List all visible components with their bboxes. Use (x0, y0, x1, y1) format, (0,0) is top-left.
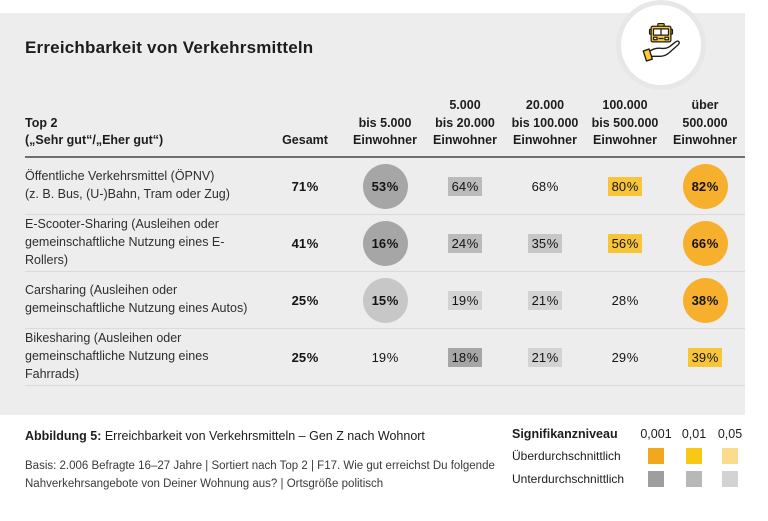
value-cell: 18 % (447, 347, 483, 367)
value-cell: 25 % (291, 349, 319, 365)
column-header-20000-100000: 20.000 bis 100.000 Einwohner (511, 98, 579, 147)
significance-legend: Signifikanzniveau 0,001 0,01 0,05 Überdu… (512, 427, 748, 487)
value-cell: 68 % (531, 178, 559, 194)
header-divider (25, 156, 745, 158)
value-cell: 19 % (371, 349, 399, 365)
value-cell: 66 % (682, 220, 728, 266)
legend-label-below-average: Unterdurchschnittlich (512, 472, 625, 486)
value-cell: 38 % (682, 277, 728, 323)
value-cell: 82 % (682, 163, 728, 209)
column-header-ueber-500000: über 500.000 Einwohner (673, 98, 737, 147)
figure-caption-label: Abbildung 5: (25, 429, 102, 443)
legend-swatch-gray-1 (648, 471, 664, 487)
value-cell: 19 % (447, 290, 483, 310)
value-cell: 39 % (687, 347, 723, 367)
page-title: Erreichbarkeit von Verkehrsmitteln (25, 38, 314, 57)
value-cell: 21 % (527, 347, 563, 367)
legend-swatch-yellow-3 (722, 448, 738, 464)
column-header-100000-500000: 100.000 bis 500.000 Einwohner (591, 98, 659, 147)
row-label-oepnv: Öffentliche Verkehrsmittel (ÖPNV) (z. B.… (25, 169, 230, 201)
row-label-carsharing: Carsharing (Ausleihen oder gemeinschaftl… (25, 283, 248, 315)
chart-panel: Erreichbarkeit von Verkehrsmitteln Top 2… (0, 13, 745, 415)
legend-label-above-average: Überdurchschnittlich (512, 449, 621, 463)
bus-in-hand-icon (621, 5, 701, 85)
table-row: E-Scooter-Sharing (Ausleihen oder gemein… (25, 215, 745, 272)
value-cell: 16 % (362, 220, 408, 266)
value-cell: 56 % (607, 233, 643, 253)
value-cell: 80 % (607, 176, 643, 196)
legend-swatch-yellow-1 (648, 448, 664, 464)
value-cell: 41 % (291, 235, 319, 251)
value-cell: 21 % (527, 290, 563, 310)
column-header-bis-5000: bis 5.000 Einwohner (353, 115, 417, 147)
table-row: Öffentliche Verkehrsmittel (ÖPNV) (z. B.… (25, 158, 745, 215)
figure-caption-text: Erreichbarkeit von Verkehrsmitteln – Gen… (101, 429, 425, 443)
legend-swatch-gray-2 (686, 471, 702, 487)
value-cell: 71 % (291, 178, 319, 194)
value-cell: 28 % (611, 292, 639, 308)
legend-title: Signifikanzniveau (512, 427, 618, 441)
value-cell: 64 % (447, 176, 483, 196)
legend-swatch-gray-3 (722, 471, 738, 487)
legend-level-001: 0,01 (681, 427, 707, 441)
table-row: Carsharing (Ausleihen oder gemeinschaftl… (25, 272, 745, 329)
legend-swatch-yellow-2 (686, 448, 702, 464)
table-row: Bikesharing (Ausleihen oder gemeinschaft… (25, 329, 745, 386)
row-label-escooter: E-Scooter-Sharing (Ausleihen oder gemein… (25, 217, 225, 267)
data-table: Top 2 („Sehr gut“/„Eher gut“) Gesamt bis… (25, 94, 745, 386)
value-cell: 15 % (362, 277, 408, 323)
value-cell: 53 % (362, 163, 408, 209)
column-header-5000-20000: 5.000 bis 20.000 Einwohner (433, 98, 497, 147)
legend-level-005: 0,05 (717, 427, 743, 441)
value-cell: 25 % (291, 292, 319, 308)
value-cell: 24 % (447, 233, 483, 253)
column-header-gesamt: Gesamt (282, 132, 328, 147)
row-label-bikesharing: Bikesharing (Ausleihen oder gemeinschaft… (25, 331, 209, 381)
column-header-top2: Top 2 („Sehr gut“/„Eher gut“) (25, 115, 164, 147)
legend-level-0001: 0,001 (640, 427, 672, 441)
value-cell: 29 % (611, 349, 639, 365)
table-header-row: Top 2 („Sehr gut“/„Eher gut“) Gesamt bis… (25, 94, 745, 156)
value-cell: 35 % (527, 233, 563, 253)
basis-note: Basis: 2.006 Befragte 16–27 Jahre | Sort… (25, 460, 495, 491)
figure-caption: Abbildung 5: Erreichbarkeit von Verkehrs… (25, 429, 425, 443)
